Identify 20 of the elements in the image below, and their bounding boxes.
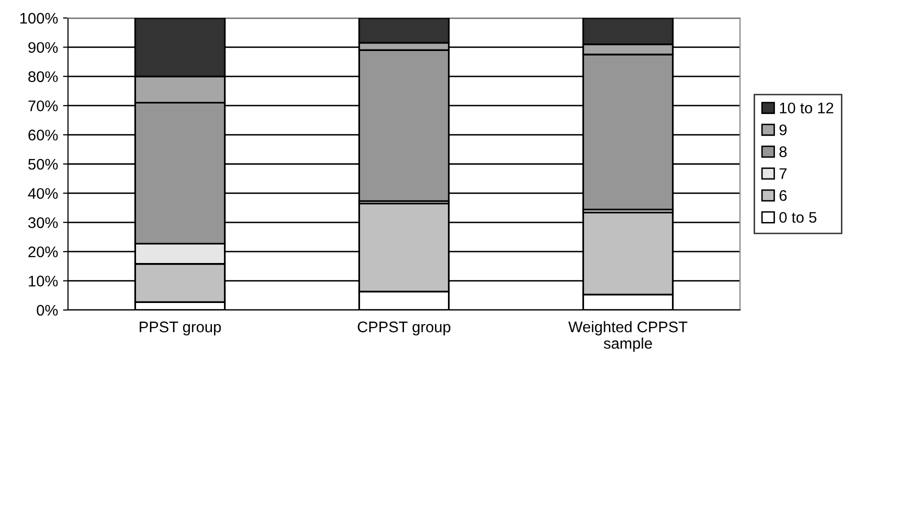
legend-label: 9 <box>780 124 787 136</box>
legend-label: 7 <box>780 168 787 179</box>
legend-label: 10 to 12 <box>780 102 834 114</box>
x-tick-label: CPPST group <box>358 322 450 336</box>
y-tick-label: 10% <box>28 276 58 286</box>
y-tick-label: 0% <box>36 304 58 316</box>
y-tick-label: 50% <box>28 158 58 170</box>
y-tick-label: 20% <box>28 246 58 258</box>
legend-label: 0 to 5 <box>779 212 816 223</box>
y-tick-label: 100% <box>20 12 58 24</box>
y-tick-label: 30% <box>28 217 58 228</box>
x-tick-label: PPST group <box>140 322 221 336</box>
x-tick-label: Weighted CPPST sample <box>568 321 688 352</box>
y-tick-label: 40% <box>28 188 58 199</box>
legend-label: 6 <box>780 190 787 201</box>
y-tick-label: 70% <box>28 100 58 112</box>
legend-label: 8 <box>779 146 787 158</box>
y-tick-label: 60% <box>28 130 58 140</box>
y-tick-label: 90% <box>28 42 58 53</box>
y-tick-label: 80% <box>28 71 58 82</box>
